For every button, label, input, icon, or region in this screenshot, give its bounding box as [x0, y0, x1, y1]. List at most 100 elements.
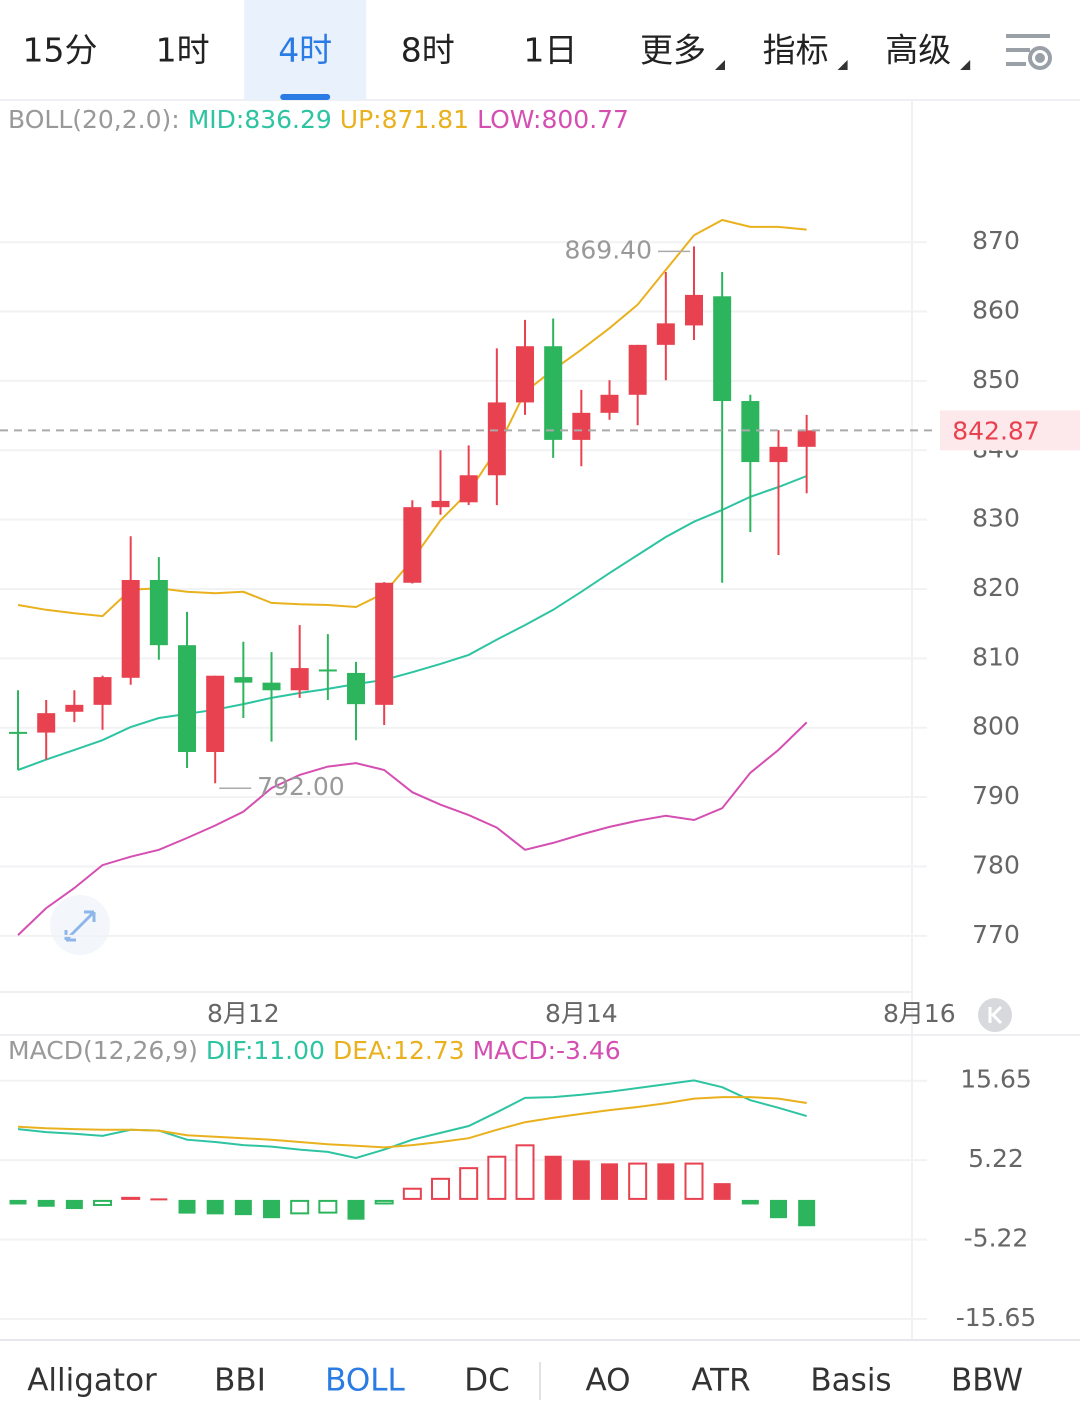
x-tick-label: 8月14 — [545, 999, 618, 1028]
macd-bar — [431, 1177, 451, 1200]
macd-bar — [628, 1162, 648, 1200]
macd-bar — [374, 1199, 394, 1205]
legend-item: MACD:-3.46 — [473, 1036, 621, 1065]
x-tick-label: 8月16 — [883, 999, 956, 1028]
tab[interactable]: 指标 — [763, 31, 829, 70]
candle-body — [37, 713, 56, 733]
legend-item: DIF:11.00 — [206, 1036, 325, 1065]
macd-bar — [178, 1199, 196, 1214]
dropdown-mark — [960, 60, 971, 70]
macd-bar — [65, 1199, 83, 1210]
indicator-tab[interactable]: AO — [585, 1363, 630, 1399]
candle-body — [65, 704, 84, 712]
candle-body — [9, 731, 28, 734]
active-tab-bg — [244, 0, 367, 100]
y-tick-label: -15.65 — [956, 1303, 1037, 1332]
candle-body — [544, 346, 563, 440]
macd-bar — [684, 1162, 704, 1200]
indicator-tab[interactable]: Alligator — [27, 1363, 157, 1399]
y-tick-label: 870 — [972, 226, 1020, 255]
indicator-line — [17, 475, 808, 771]
macd-bar — [206, 1199, 224, 1215]
macd-bar — [263, 1199, 281, 1219]
y-tick-label: 770 — [972, 920, 1020, 949]
macd-bar — [37, 1199, 55, 1207]
macd-bar — [798, 1199, 816, 1227]
y-tick-label: 15.65 — [960, 1065, 1032, 1094]
legend-item: DEA:12.73 — [333, 1036, 465, 1065]
dropdown-mark — [715, 60, 725, 70]
tab[interactable]: 8时 — [401, 31, 455, 70]
dropdown-mark — [837, 60, 848, 70]
macd-bar — [544, 1155, 562, 1200]
indicator-tab[interactable]: Basis — [810, 1363, 891, 1399]
indicator-line — [17, 1096, 807, 1149]
y-tick-label: 830 — [972, 504, 1020, 533]
candle-body — [234, 677, 253, 683]
y-tick-label: 790 — [972, 781, 1020, 810]
indicator-tab[interactable]: DC — [464, 1363, 510, 1399]
candle-body — [459, 475, 478, 503]
tab[interactable]: 更多 — [640, 31, 706, 70]
macd-bar — [9, 1199, 27, 1205]
candle-body — [290, 668, 309, 691]
reset-button[interactable] — [978, 998, 1012, 1032]
tab[interactable]: 4时 — [278, 31, 332, 70]
candle-body — [403, 507, 422, 583]
candle-body — [572, 412, 591, 440]
candle-body — [347, 672, 366, 705]
zoom-button[interactable] — [50, 895, 110, 955]
macd-bar — [234, 1199, 252, 1216]
indicator-tab[interactable]: BBI — [214, 1363, 266, 1399]
indicator-tab[interactable]: ATR — [691, 1363, 750, 1399]
candle-body — [516, 346, 535, 403]
legend-item: UP:871.81 — [340, 105, 469, 134]
y-tick-label: 850 — [972, 365, 1020, 394]
last-price-bg — [940, 410, 1080, 451]
y-tick-label: -5.22 — [964, 1224, 1029, 1253]
tab[interactable]: 1时 — [156, 31, 210, 70]
legend-item: MID:836.29 — [188, 105, 332, 134]
candle-body — [121, 579, 140, 678]
legend-item: LOW:800.77 — [477, 105, 629, 134]
macd-bar — [290, 1199, 310, 1215]
candle-body — [149, 579, 168, 646]
settings-icon[interactable] — [1006, 34, 1052, 70]
macd-bar — [150, 1198, 168, 1201]
tab[interactable]: 高级 — [885, 31, 951, 70]
macd-bar — [318, 1199, 338, 1214]
annotation: 869.40 — [565, 235, 652, 264]
macd-bar — [572, 1160, 590, 1200]
candle-body — [769, 446, 788, 463]
price-chart: 770780790800810820830840850860870BOLL(20… — [0, 105, 1080, 1028]
candle-body — [713, 296, 732, 402]
legend: MACD(12,26,9) DIF:11.00 DEA:12.73 MACD:-3.4… — [8, 1036, 621, 1065]
indicator-line — [17, 721, 808, 936]
candle-body — [318, 669, 337, 672]
candle-body — [206, 675, 225, 753]
candle-body — [487, 402, 506, 476]
y-tick-label: 820 — [972, 573, 1020, 602]
tab[interactable]: 15分 — [23, 31, 98, 70]
y-tick-label: 780 — [972, 850, 1020, 879]
indicator-tab[interactable]: BBW — [951, 1363, 1023, 1399]
candle-body — [797, 430, 816, 447]
macd-bar — [121, 1196, 141, 1200]
y-tick-label: 810 — [972, 642, 1020, 671]
macd-bar — [347, 1199, 365, 1220]
macd-bar — [741, 1199, 759, 1205]
candle-body — [375, 582, 394, 705]
y-tick-label: 860 — [972, 296, 1020, 325]
macd-bar — [713, 1183, 731, 1200]
candle-body — [628, 344, 647, 395]
legend-item: MACD(12,26,9) — [8, 1036, 198, 1065]
macd-bar — [657, 1163, 675, 1200]
macd-chart: 15.65 5.22 -5.22 -15.65 MACD(12,26,9) DIF:11.… — [0, 1036, 1036, 1332]
tab[interactable]: 1日 — [523, 31, 577, 70]
indicator-tab[interactable]: BOLL — [325, 1363, 405, 1399]
macd-bar — [601, 1163, 619, 1200]
annotation: 792.00 — [257, 772, 344, 801]
y-tick-label: 5.22 — [968, 1144, 1024, 1173]
